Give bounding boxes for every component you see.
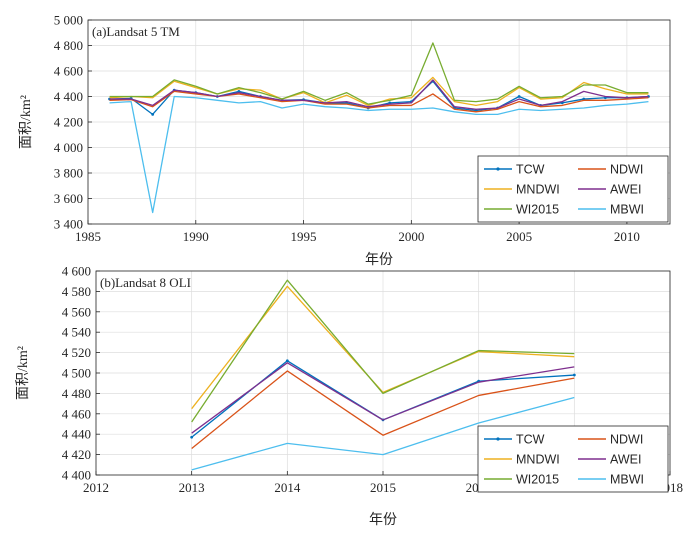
y-tick-label: 3 800 [54,166,83,181]
y-tick-label: 4 400 [54,89,83,104]
series-line-mbwi [191,396,575,471]
x-tick-label: 2012 [83,480,109,495]
legend-label: AWEI [610,453,641,467]
y-tick-label: 4 540 [62,325,91,340]
y-tick-label: 4 520 [62,345,91,360]
y-tick-label: 3 400 [54,217,83,232]
y-tick-label: 3 600 [54,191,83,206]
y-tick-label: 4 420 [62,447,91,462]
data-point-tcw [285,359,289,363]
y-tick-label: 4 600 [54,64,83,79]
series-line-wi2015 [109,42,649,105]
x-tick-label: 2000 [398,229,424,244]
legend-label: MBWI [610,203,644,217]
y-tick-label: 4 000 [54,140,83,155]
data-point-tcw [151,112,155,116]
x-tick-label: 1995 [291,229,317,244]
data-point-tcw [517,95,521,98]
series-line-mbwi [109,95,649,214]
series-line-wi2015 [191,279,575,423]
y-tick-label: 4 560 [62,304,91,319]
series-line-awei [191,362,575,434]
y-tick-label: 4 480 [62,386,91,401]
legend-marker [496,167,500,171]
x-tick-label: 2013 [179,480,205,495]
y-tick-label: 4 500 [62,366,91,381]
series-line-ndwi [109,90,649,113]
x-tick-label: 2010 [614,229,640,244]
legend-label: MBWI [610,473,644,487]
panel-title: (a)Landsat 5 TM [92,24,180,39]
x-tick-label: 1985 [75,229,101,244]
y-axis-title: 面积/km² [15,346,31,400]
y-tick-label: 4 580 [62,284,91,299]
x-axis-title: 年份 [365,252,393,268]
chart-panel-1: 1985 1990 1995 2000 2005 2010 3 400 3 600 3 800 4… [18,13,671,268]
legend: TCW NDWI MNDWI AWEI WI2015 MBWI [477,425,669,493]
legend-label: MNDWI [516,453,560,467]
y-tick-label: 4 460 [62,406,91,421]
x-tick-label: 2005 [506,229,532,244]
legend-label: MNDWI [516,183,560,197]
x-tick-label: 2015 [370,480,396,495]
legend-label: AWEI [610,183,641,197]
x-tick-label: 2014 [274,480,301,495]
y-tick-label: 4 800 [54,38,83,53]
y-axis-title: 面积/km² [18,95,34,149]
legend-label: TCW [516,433,545,447]
legend-label: NDWI [610,433,643,447]
y-tick-label: 4 200 [54,115,83,130]
series-line-awei [109,79,649,110]
legend-marker [496,437,500,441]
x-axis-title: 年份 [369,512,397,528]
data-point-tcw [237,90,241,93]
y-tick-label: 4 400 [62,468,91,483]
y-tick-label: 4 600 [62,264,91,279]
legend-label: NDWI [610,163,643,177]
data-point-tcw [572,373,576,377]
series-line-ndwi [191,370,575,449]
y-tick-label: 4 440 [62,427,91,442]
legend-label: WI2015 [516,203,559,217]
x-tick-label: 1990 [183,229,209,244]
legend-label: WI2015 [516,473,559,487]
legend: TCW NDWI MNDWI AWEI WI2015 MBWI [477,155,669,223]
y-tick-label: 5 000 [54,13,83,28]
data-point-tcw [190,435,194,439]
panel-title: (b)Landsat 8 OLI [100,275,191,290]
legend-label: TCW [516,163,545,177]
